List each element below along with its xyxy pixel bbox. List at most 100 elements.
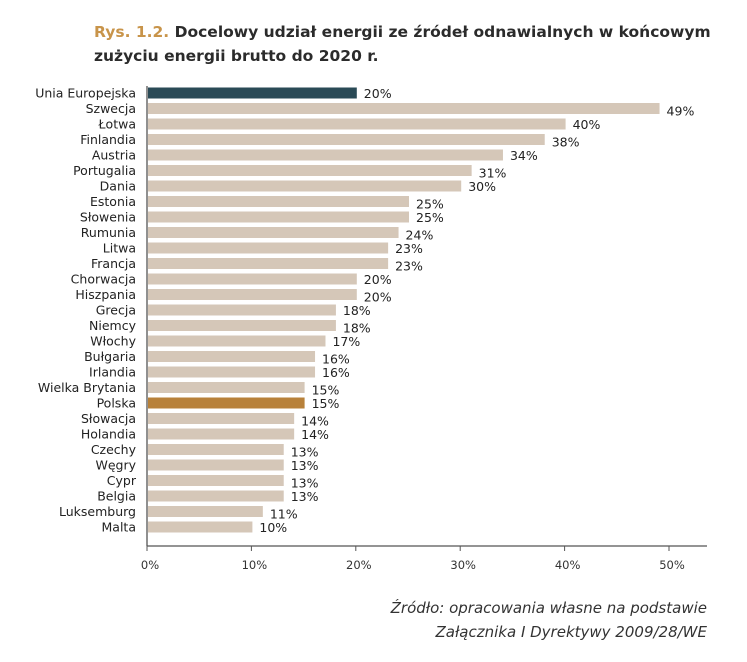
bar [148, 304, 336, 316]
value-label: 11% [270, 507, 298, 522]
x-tick-label: 40% [555, 558, 581, 572]
category-label: Polska [97, 396, 136, 411]
value-label: 16% [322, 352, 350, 367]
value-label: 34% [510, 148, 538, 163]
category-label: Rumunia [81, 225, 136, 240]
category-label: Czechy [91, 442, 137, 457]
value-label: 25% [416, 210, 444, 225]
bar [148, 428, 295, 440]
bar [148, 165, 472, 176]
category-label: Cypr [107, 473, 137, 488]
category-label: Finlandia [80, 132, 136, 147]
bar [148, 521, 253, 533]
bar [148, 87, 357, 99]
value-label: 13% [291, 458, 319, 473]
bar [148, 413, 295, 424]
value-label: 14% [301, 414, 329, 429]
category-label: Łotwa [98, 117, 136, 132]
bar [148, 397, 305, 409]
category-label: Francja [91, 256, 136, 271]
value-label: 20% [364, 290, 392, 305]
category-label: Słowenia [80, 210, 136, 225]
value-label: 31% [479, 166, 507, 181]
category-label: Austria [92, 148, 136, 163]
category-label: Niemcy [89, 318, 137, 333]
bar [148, 320, 336, 331]
bar [148, 103, 660, 114]
bar [148, 459, 284, 471]
category-label: Grecja [96, 303, 136, 318]
value-label: 17% [332, 334, 360, 349]
bar [148, 149, 503, 161]
source-line-2: Załącznika I Dyrektywy 2009/28/WE [435, 623, 707, 641]
category-label: Malta [102, 520, 136, 535]
x-tick-label: 30% [450, 558, 476, 572]
bar [148, 506, 263, 517]
value-label: 49% [667, 104, 695, 119]
category-label: Luksemburg [59, 504, 136, 519]
value-label: 20% [364, 86, 392, 101]
value-label: 30% [468, 179, 496, 194]
category-label: Dania [100, 179, 136, 194]
value-label: 40% [573, 117, 601, 132]
category-label: Belgia [97, 489, 136, 504]
category-label: Litwa [103, 241, 136, 256]
source-line-1: Źródło: opracowania własne na podstawie [390, 599, 707, 617]
value-label: 15% [312, 383, 340, 398]
bar [148, 475, 284, 486]
x-tick-label: 10% [242, 558, 268, 572]
bar [148, 227, 399, 238]
value-label: 10% [259, 520, 287, 535]
source-note: Źródło: opracowania własne na podstawie … [391, 596, 707, 644]
x-tick-label: 0% [141, 558, 159, 572]
value-label: 23% [395, 241, 423, 256]
x-tick-label: 50% [659, 558, 685, 572]
bar-chart: Unia Europejska 20% Szwecja 49% Łotwa 40% Finl… [35, 86, 707, 572]
title-text: Docelowy udział energii ze źródeł odnawi… [94, 23, 711, 65]
bar [148, 258, 389, 269]
value-label: 20% [364, 272, 392, 287]
value-label: 18% [343, 303, 371, 318]
category-label: Hiszpania [75, 287, 136, 302]
category-label: Portugalia [73, 163, 136, 178]
value-label: 13% [291, 476, 319, 491]
bar [148, 335, 326, 347]
value-label: 18% [343, 321, 371, 336]
value-label: 23% [395, 259, 423, 274]
category-label: Unia Europejska [35, 86, 136, 101]
value-label: 25% [416, 197, 444, 212]
value-label: 13% [291, 489, 319, 504]
bar [148, 180, 462, 192]
bar [148, 382, 305, 393]
bar [148, 490, 284, 502]
x-tick-label: 20% [346, 558, 372, 572]
category-label: Szwecja [86, 101, 136, 116]
bar [148, 134, 545, 145]
bar [148, 196, 409, 207]
bar [148, 289, 357, 300]
bar [148, 351, 316, 362]
bar [148, 273, 357, 285]
chart-title: Rys. 1.2. Docelowy udział energii ze źró… [94, 20, 724, 68]
value-label: 15% [312, 396, 340, 411]
value-label: 38% [552, 135, 580, 150]
category-label: Bułgaria [84, 349, 136, 364]
category-label: Węgry [95, 458, 136, 473]
figure-number: Rys. 1.2. [94, 23, 170, 41]
category-label: Chorwacja [71, 272, 136, 287]
category-label: Włochy [90, 334, 136, 349]
bar [148, 444, 284, 455]
bar [148, 242, 389, 254]
value-label: 14% [301, 427, 329, 442]
category-label: Estonia [90, 194, 136, 209]
bar [148, 118, 566, 130]
bar [148, 366, 316, 378]
category-label: Słowacja [81, 411, 136, 426]
category-label: Holandia [81, 427, 136, 442]
bar [148, 211, 409, 223]
category-label: Wielka Brytania [38, 380, 136, 395]
category-label: Irlandia [89, 365, 136, 380]
value-label: 16% [322, 365, 350, 380]
value-label: 13% [291, 445, 319, 460]
value-label: 24% [406, 228, 434, 243]
